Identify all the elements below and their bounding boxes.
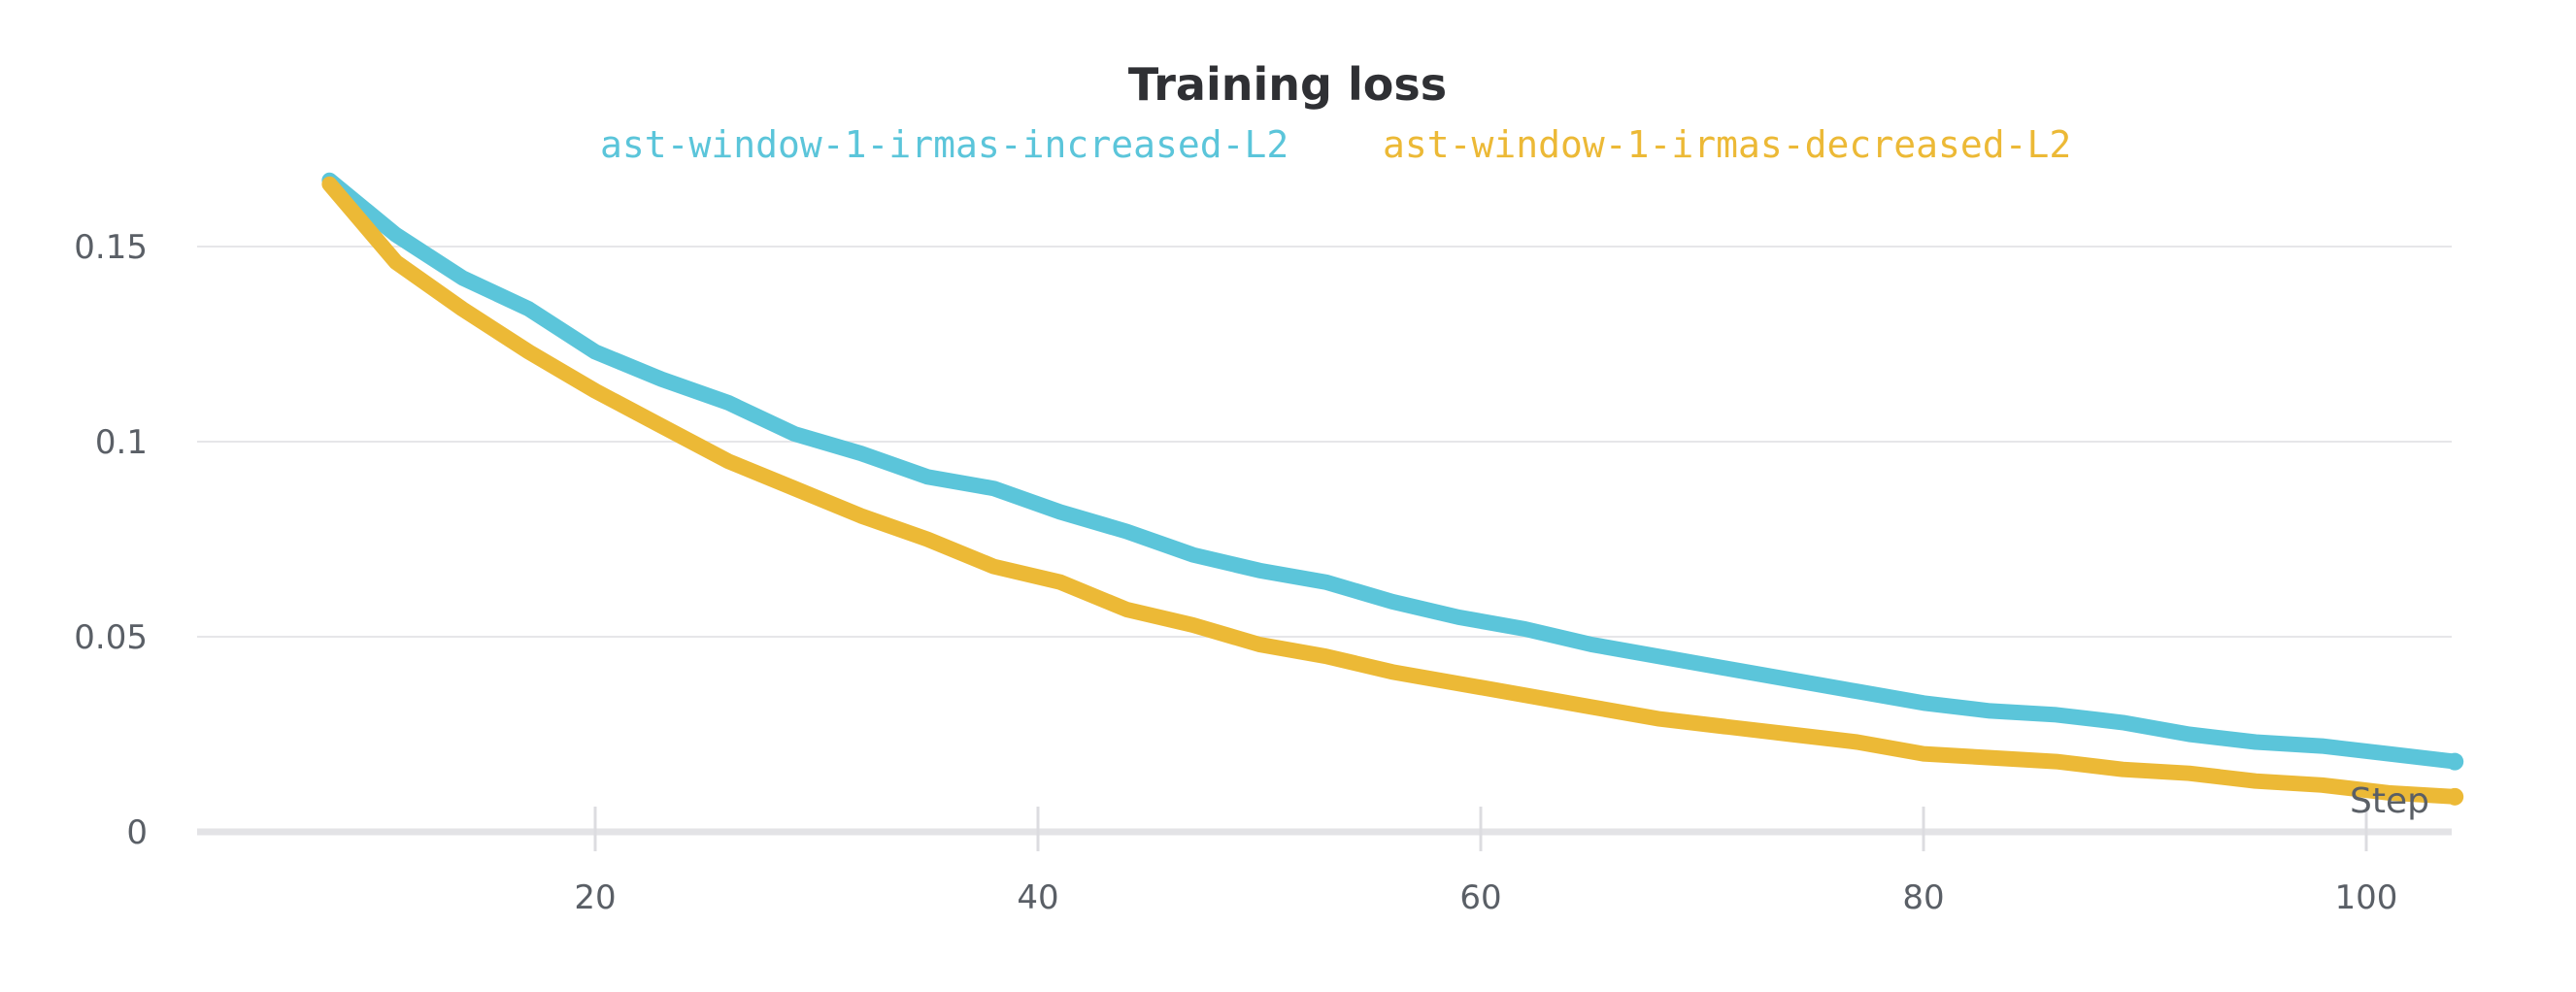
legend-entry-decreased[interactable]: ast-window-1-irmas-decreased-L2: [1383, 123, 2071, 166]
series-line-decreased[interactable]: [321, 176, 2463, 805]
y-tick-label: 0.1: [95, 423, 148, 462]
x-tick-label: 20: [574, 878, 616, 917]
x-axis-tick-labels: 20 40 60 80 100: [574, 878, 2397, 917]
chart-title: Training loss: [1128, 58, 1447, 111]
x-tick-label: 60: [1459, 878, 1501, 917]
y-tick-label: 0: [126, 813, 148, 852]
x-axis-label: Step: [2350, 781, 2429, 821]
series-line-increased[interactable]: [321, 172, 2463, 770]
y-gridlines: [197, 246, 2452, 638]
legend: ast-window-1-irmas-increased-L2 ast-wind…: [600, 123, 2071, 166]
y-axis-tick-labels: 0 0.05 0.1 0.15: [74, 228, 148, 852]
y-tick-label: 0.05: [74, 618, 148, 657]
legend-entry-increased[interactable]: ast-window-1-irmas-increased-L2: [600, 123, 1288, 166]
x-axis: [197, 807, 2452, 851]
series-end-point: [2446, 752, 2464, 771]
y-tick-label: 0.15: [74, 228, 148, 267]
x-tick-label: 80: [1902, 878, 1944, 917]
series-lines: [321, 172, 2464, 806]
x-tick-label: 40: [1017, 878, 1058, 917]
x-tick-label: 100: [2335, 878, 2398, 917]
series-end-point: [2446, 787, 2464, 806]
